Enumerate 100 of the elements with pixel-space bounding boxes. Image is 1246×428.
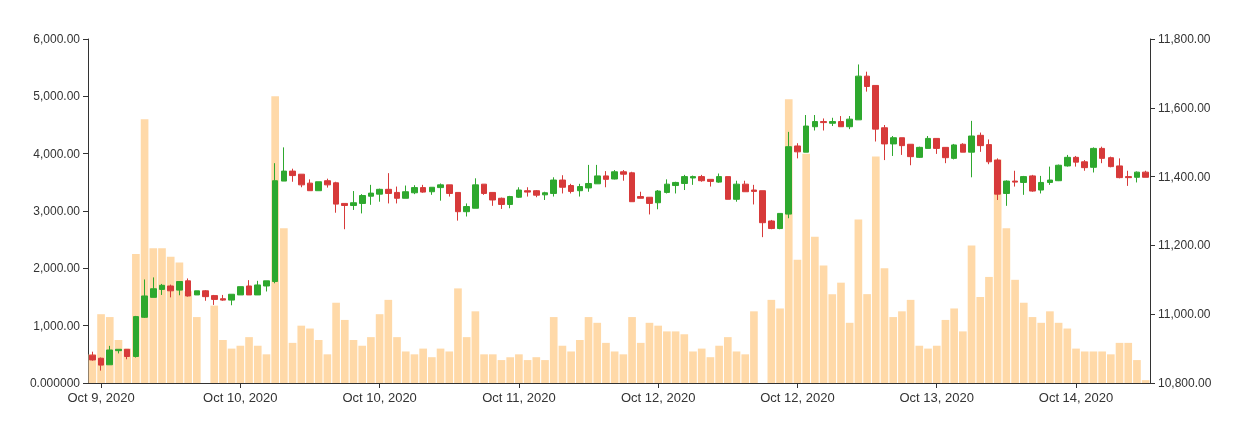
candlestick (594, 164, 601, 185)
candlestick (925, 135, 931, 149)
candlestick (803, 114, 809, 153)
candlestick (394, 186, 400, 204)
x-tick-label: Oct 10, 2020 (342, 390, 417, 405)
candlestick (916, 146, 923, 159)
y-tick-label: 3,000.00 (33, 204, 81, 218)
candlestick (559, 174, 566, 194)
candlestick (672, 181, 679, 194)
candlestick (455, 191, 461, 222)
candlestick (324, 178, 331, 189)
candlestick (611, 169, 618, 180)
candlestick (498, 197, 505, 210)
x-tick-label: Oct 11, 2020 (482, 390, 556, 405)
x-tick-label: Oct 14, 2020 (1038, 390, 1114, 405)
candlestick (359, 193, 366, 214)
candlestick (420, 184, 426, 194)
candlestick (742, 180, 749, 193)
candlestick (281, 146, 287, 182)
candlestick (785, 131, 792, 219)
candlestick (472, 177, 479, 209)
candlestick (1090, 146, 1097, 173)
y2-tick-label: 11,800.00 (1158, 32, 1211, 46)
y-tick-label: 0.000000 (29, 376, 81, 390)
y2-tick-label: 11,400.00 (1158, 169, 1211, 184)
candlestick (176, 281, 183, 296)
candlestick (1003, 179, 1010, 207)
y-tick-label: 4,000.00 (33, 146, 81, 161)
y-tick-label: 6,000.00 (33, 32, 81, 46)
candlestick (1134, 170, 1140, 183)
candlestick (655, 189, 661, 210)
candlestick (872, 84, 879, 143)
candlestick (1116, 157, 1123, 179)
candlestick (629, 171, 635, 203)
candlestick (777, 212, 783, 230)
candlestick (315, 181, 322, 192)
candlestick (855, 63, 862, 121)
candlestick (307, 178, 313, 192)
candlestick (141, 278, 148, 319)
candlestick (481, 183, 487, 196)
candlestick (899, 137, 905, 156)
candlestick (1142, 170, 1149, 178)
candlestick (1029, 174, 1036, 193)
candlestick (202, 289, 209, 302)
candlestick (507, 195, 513, 209)
candlestick (341, 202, 348, 230)
candlestick (846, 115, 853, 130)
candlestick (994, 157, 1001, 201)
candlestick (402, 185, 409, 199)
candlestick (185, 277, 191, 298)
candlestick (1038, 175, 1044, 194)
candlestick (812, 114, 818, 131)
candlestick (350, 190, 357, 211)
y-tick-label: 1,000.00 (33, 318, 81, 333)
candlestick (751, 184, 757, 205)
candlestick (725, 176, 731, 200)
x-tick-label: Oct 13, 2020 (899, 390, 974, 405)
candlestick (681, 174, 688, 191)
candlestick (385, 172, 392, 204)
candlestick (446, 184, 453, 198)
candlestick (550, 176, 557, 198)
candlestick (106, 345, 113, 366)
candlestick (794, 142, 801, 159)
candlestick (690, 175, 696, 186)
candlestick (568, 183, 574, 194)
y2-tick-label: 11,600.00 (1158, 100, 1211, 115)
candlestick (716, 173, 722, 184)
candlestick (524, 186, 531, 198)
candlestick (977, 132, 984, 153)
candlestick (698, 174, 705, 183)
candlestick (585, 164, 592, 193)
candlestick (646, 196, 653, 215)
candlestick (707, 178, 714, 188)
candlestick (1108, 156, 1114, 168)
candlestick (1020, 175, 1027, 196)
y2-tick-label: 11,200.00 (1158, 238, 1211, 253)
candlestick (194, 290, 200, 296)
candlestick (211, 294, 218, 306)
candlestick (1081, 159, 1088, 172)
x-tick-label: Oct 12, 2020 (620, 390, 696, 405)
candlestick (150, 276, 157, 298)
candlestick (220, 294, 226, 302)
candlestick (333, 181, 339, 214)
candlestick (864, 71, 870, 93)
candlestick (376, 188, 383, 203)
candlestick (942, 146, 949, 164)
x-tick-label: Oct 10, 2020 (203, 390, 278, 405)
candlestick (437, 182, 444, 202)
candlestick (951, 143, 957, 160)
candlestick (768, 219, 775, 230)
candlestick (1012, 170, 1018, 188)
candlestick (542, 191, 548, 201)
candlestick (820, 117, 827, 131)
candlestick (237, 286, 244, 296)
candlestick (289, 168, 296, 183)
candlestick (933, 137, 940, 155)
candlestick (429, 186, 435, 196)
candlestick (115, 348, 122, 354)
candlestick (577, 183, 583, 198)
candlestick (664, 178, 670, 194)
